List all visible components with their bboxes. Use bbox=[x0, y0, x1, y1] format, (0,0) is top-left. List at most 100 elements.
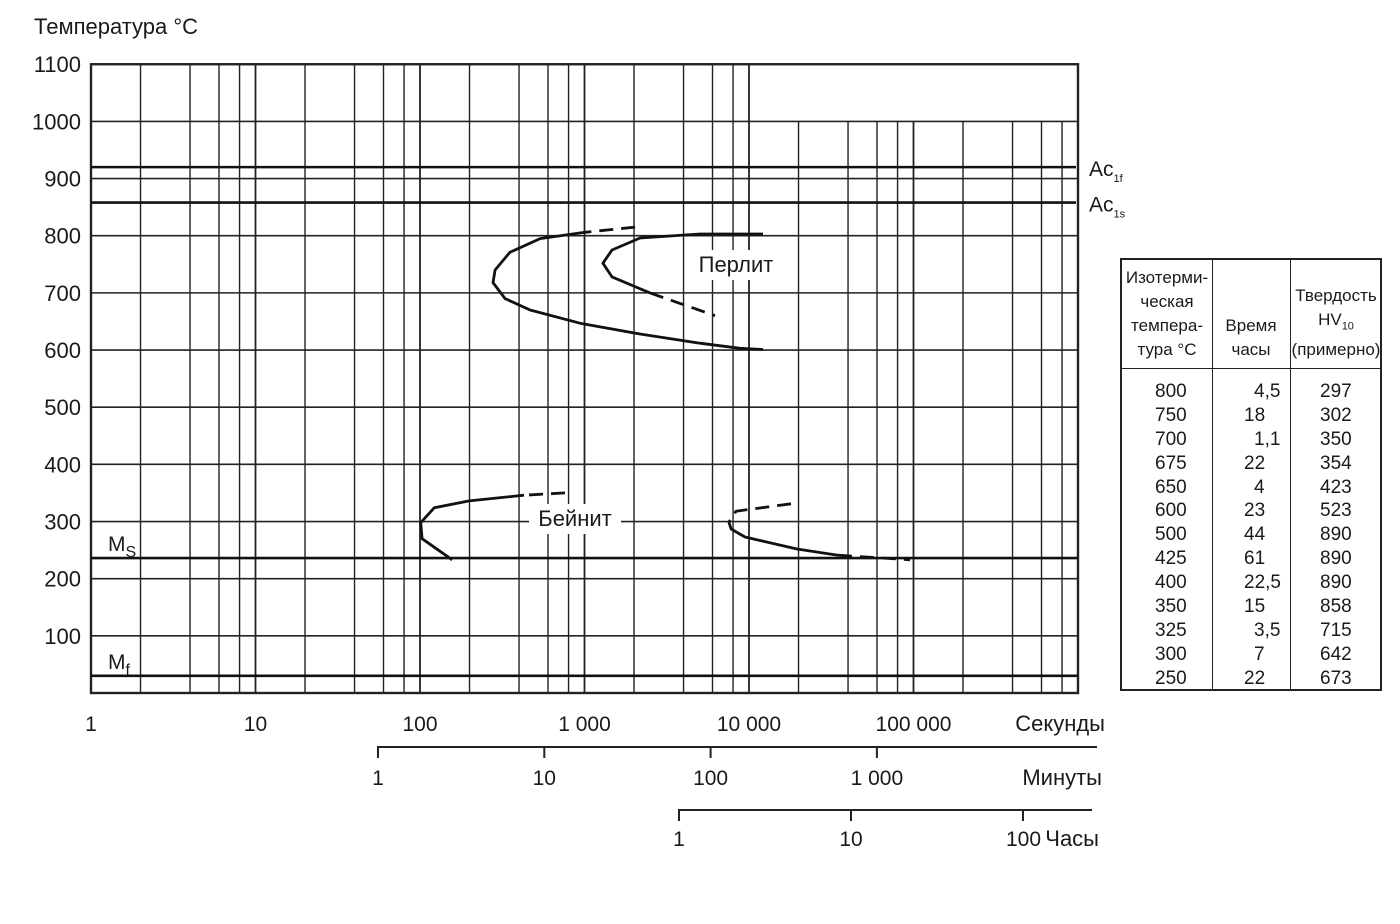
x-tick-label-seconds: 100 000 bbox=[876, 713, 952, 736]
x-tick-label-hours: 1 bbox=[673, 828, 685, 851]
cell-temperature: 650 bbox=[1155, 476, 1187, 498]
cell-time: 44 bbox=[1244, 524, 1266, 546]
cell-time: 22 bbox=[1244, 667, 1266, 689]
x-tick-label-seconds: 10 000 bbox=[717, 713, 781, 736]
cell-time: 1,1 bbox=[1254, 428, 1281, 450]
table-body: 800 4,5 297 750 18 302 700 1,1 350 675 22 354 650 4 42… bbox=[1122, 380, 1380, 691]
y-tick-label: 600 bbox=[44, 338, 81, 363]
cell-temperature: 250 bbox=[1155, 667, 1187, 689]
bainite-start-curve-solid bbox=[419, 493, 525, 561]
cell-hardness: 642 bbox=[1320, 643, 1352, 665]
pearlite-start-curve-dashed bbox=[584, 225, 636, 234]
header-text: темпера- bbox=[1131, 316, 1203, 335]
region-label-background bbox=[695, 250, 777, 280]
cell-time: 15 bbox=[1244, 596, 1266, 618]
cell-hardness: 858 bbox=[1320, 596, 1352, 618]
y-tick-label: 1000 bbox=[32, 109, 81, 134]
table-row: 325 3,5 715 bbox=[1122, 619, 1380, 643]
x-tick-label-minutes: 10 bbox=[533, 767, 556, 790]
reference-label-main: M bbox=[108, 533, 126, 556]
header-text: (примерно) bbox=[1291, 340, 1381, 359]
reference-label-main: M bbox=[108, 651, 126, 674]
cell-time: 22,5 bbox=[1244, 572, 1281, 594]
reference-label-subscript: f bbox=[126, 662, 131, 679]
cell-time: 22 bbox=[1244, 452, 1266, 474]
cell-hardness: 523 bbox=[1320, 500, 1352, 522]
header-hardness: Твердость HV10 (примерно) bbox=[1290, 284, 1382, 362]
x-axis-unit-seconds: Секунды bbox=[1015, 711, 1105, 736]
table-row: 250 22 673 bbox=[1122, 667, 1380, 691]
cell-hardness: 890 bbox=[1320, 548, 1352, 570]
pearlite-end-curve-solid bbox=[601, 232, 763, 295]
header-text: Изотерми- bbox=[1125, 268, 1209, 287]
table-column-temperature bbox=[1122, 260, 1213, 689]
y-tick-label: 500 bbox=[44, 395, 81, 420]
header-temperature: Изотерми- ческая темпера- тура °C bbox=[1122, 266, 1212, 362]
x-tick-label-minutes: 1 bbox=[372, 767, 384, 790]
table-row: 800 4,5 297 bbox=[1122, 380, 1380, 404]
cell-temperature: 350 bbox=[1155, 596, 1187, 618]
reference-label-ac1s: Ac1s bbox=[1089, 194, 1126, 221]
table-row: 400 22,5 890 bbox=[1122, 571, 1380, 595]
cell-temperature: 700 bbox=[1155, 428, 1187, 450]
reference-label-main: Ac bbox=[1089, 158, 1114, 181]
table-row: 700 1,1 350 bbox=[1122, 428, 1380, 452]
x-tick-label-seconds: 1 bbox=[85, 713, 97, 736]
table-column-time bbox=[1212, 260, 1291, 689]
table-row: 350 15 858 bbox=[1122, 595, 1380, 619]
bainite-end-curve-dashed bbox=[837, 553, 911, 562]
reference-label-subscript: 1s bbox=[1114, 209, 1126, 221]
reference-label-ms: MS bbox=[108, 533, 136, 561]
cell-hardness: 890 bbox=[1320, 572, 1352, 594]
cell-temperature: 400 bbox=[1155, 572, 1187, 594]
cell-hardness: 715 bbox=[1320, 619, 1352, 641]
cell-temperature: 300 bbox=[1155, 643, 1187, 665]
cell-hardness: 297 bbox=[1320, 381, 1352, 402]
header-text: Время bbox=[1225, 316, 1277, 335]
bainite-end-curve-dashed bbox=[727, 502, 792, 523]
reference-label-mf: Mf bbox=[108, 651, 131, 679]
x-tick-label-seconds: 1 000 bbox=[558, 713, 611, 736]
cell-hardness: 350 bbox=[1320, 428, 1352, 450]
x-tick-label-seconds: 10 bbox=[244, 713, 267, 736]
y-tick-label: 800 bbox=[44, 224, 81, 249]
cell-time: 7 bbox=[1254, 643, 1265, 665]
cell-hardness: 354 bbox=[1320, 452, 1352, 474]
table-row: 600 23 523 bbox=[1122, 499, 1380, 523]
plot-frame bbox=[89, 63, 1080, 695]
header-text: ческая bbox=[1140, 292, 1194, 311]
header-time: Время часы bbox=[1212, 314, 1290, 362]
y-axis-title: Температура °C bbox=[34, 14, 198, 39]
cell-hardness: 673 bbox=[1320, 667, 1352, 689]
y-tick-label: 300 bbox=[44, 510, 81, 535]
reference-label-subscript: 1f bbox=[1114, 173, 1124, 185]
y-tick-label: 700 bbox=[44, 281, 81, 306]
pearlite-end-curve-dashed bbox=[649, 291, 716, 318]
table-row: 300 7 642 bbox=[1122, 643, 1380, 667]
table-header: Изотерми- ческая темпера- тура °C Время … bbox=[1122, 260, 1380, 369]
cell-time: 3,5 bbox=[1254, 619, 1281, 641]
cell-time: 4 bbox=[1254, 476, 1265, 498]
x-axis-unit-minutes: Минуты bbox=[1022, 765, 1102, 790]
reference-label-ac1f: Ac1f bbox=[1089, 158, 1124, 185]
hardness-table: Изотерми- ческая темпера- тура °C Время … bbox=[1120, 258, 1382, 691]
y-tick-label: 100 bbox=[44, 624, 81, 649]
cell-temperature: 425 bbox=[1155, 548, 1187, 570]
hv-subscript: 10 bbox=[1341, 320, 1354, 332]
region-label-bainite: Бейнит bbox=[538, 506, 611, 531]
reference-label-subscript: S bbox=[126, 544, 137, 561]
table-row: 500 44 890 bbox=[1122, 523, 1380, 547]
cell-hardness: 302 bbox=[1320, 404, 1352, 426]
table-row: 650 4 423 bbox=[1122, 476, 1380, 500]
header-text: часы bbox=[1231, 340, 1271, 359]
x-axis-unit-hours: Часы bbox=[1045, 826, 1099, 851]
y-tick-label: 400 bbox=[44, 452, 81, 477]
table-row: 750 18 302 bbox=[1122, 404, 1380, 428]
cell-time: 61 bbox=[1244, 548, 1266, 570]
cell-hardness: 890 bbox=[1320, 524, 1352, 546]
region-label-background bbox=[529, 504, 621, 534]
x-tick-label-minutes: 1 000 bbox=[851, 767, 904, 790]
bainite-start-curve-dashed bbox=[523, 491, 566, 497]
x-tick-label-minutes: 100 bbox=[693, 767, 728, 790]
